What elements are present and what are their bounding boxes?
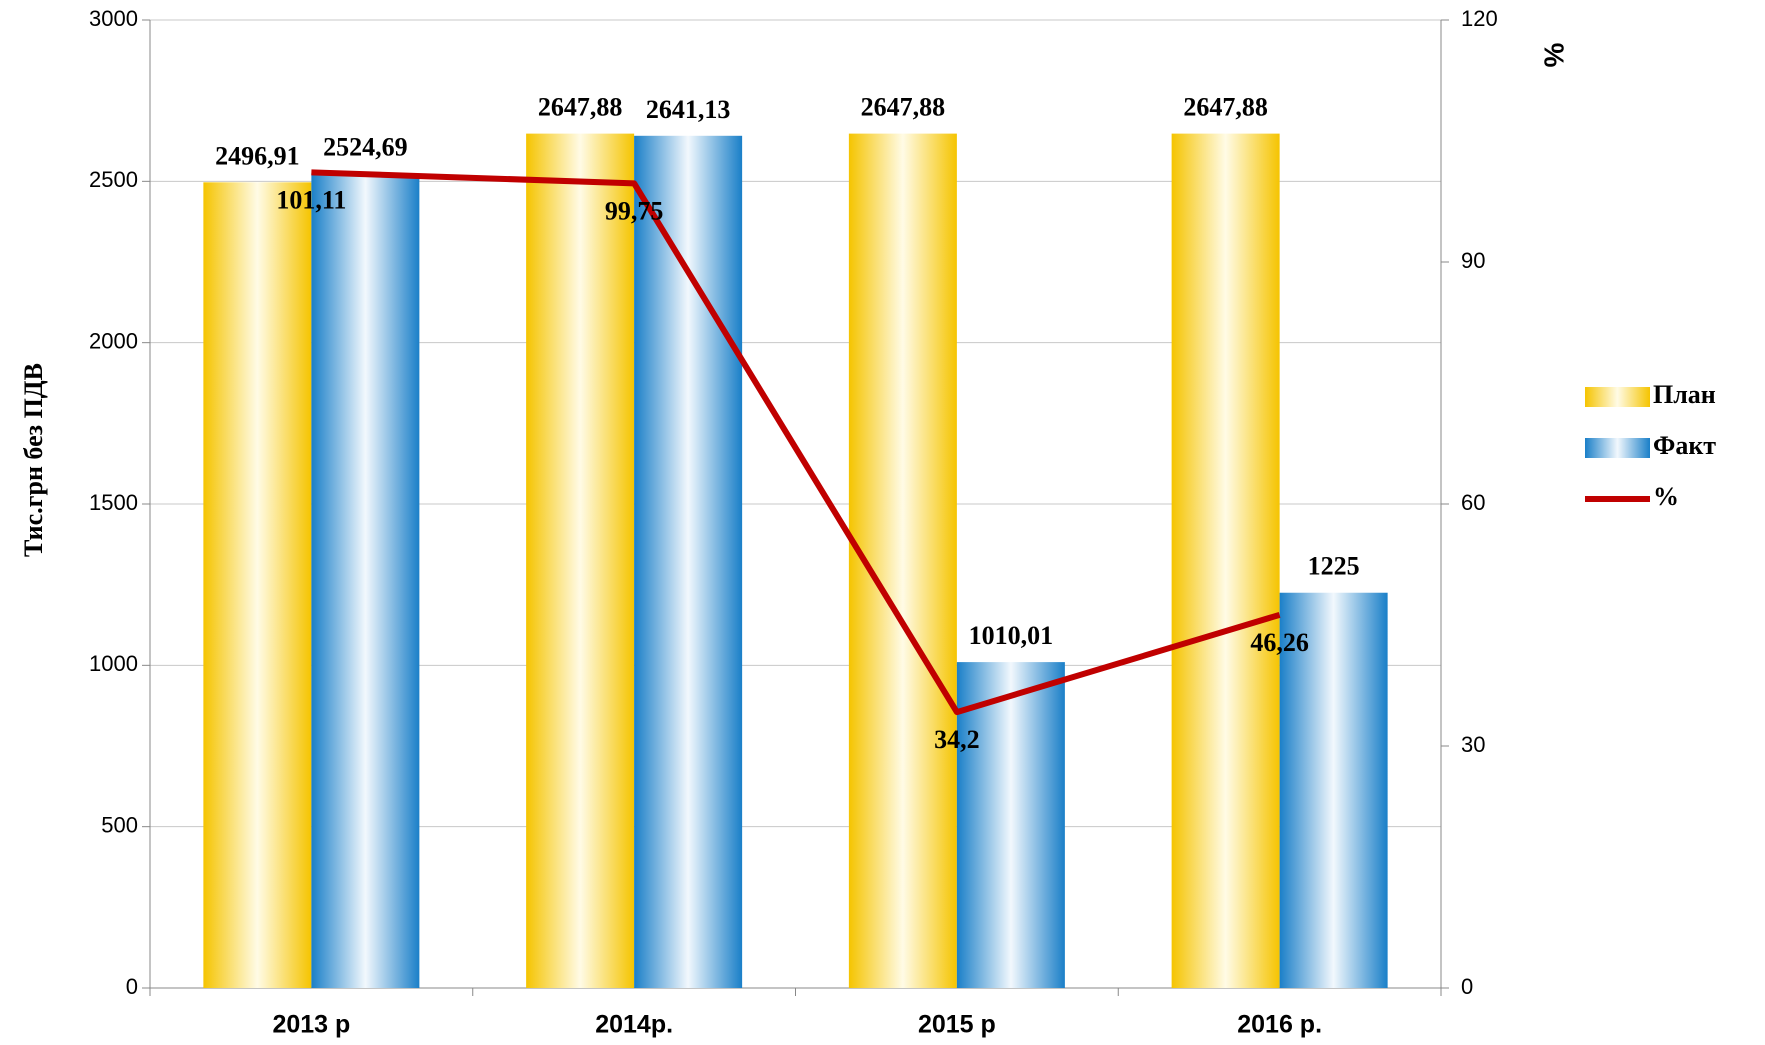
bar [634,136,742,988]
chart: Тис.грн без ПДВ % 0 500 1000 1500 2000 2500 30… [0,0,1765,1045]
data-label: 2641,13 [646,95,731,124]
y2-tick-label: 30 [1461,732,1485,757]
bar [1172,134,1280,988]
line-label: 101,11 [276,185,346,214]
legend-label: % [1653,482,1679,511]
y-axis-title: Тис.грн без ПДВ [19,363,48,557]
y2-tick-label: 90 [1461,248,1485,273]
y-tick-label: 1000 [89,651,138,676]
bar [526,134,634,988]
line-label: 99,75 [605,196,664,225]
legend-label: План [1653,380,1716,409]
data-label: 2647,88 [1183,93,1268,122]
x-tick-label: 2016 р. [1237,1011,1322,1039]
bar [203,182,311,988]
data-label: 2524,69 [323,132,408,161]
data-label: 1010,01 [969,621,1054,650]
legend-swatch [1585,387,1650,407]
bar [311,173,419,988]
x-tick-label: 2014р. [595,1011,673,1039]
y-tick-label: 1500 [89,490,138,515]
x-tick-label: 2013 р [272,1011,350,1039]
y2-axis-title: % [1538,42,1569,67]
legend-label: Факт [1653,431,1716,460]
y-tick-label: 500 [101,812,138,837]
line-label: 46,26 [1250,628,1309,657]
data-label: 2647,88 [538,93,623,122]
line [311,172,1279,712]
y2-tick-label: 0 [1461,974,1473,999]
y-tick-label: 2500 [89,167,138,192]
y2-tick-label: 120 [1461,6,1498,31]
legend-swatch [1585,438,1650,458]
data-label: 2647,88 [861,93,946,122]
bar [957,662,1065,988]
x-tick-label: 2015 р [918,1011,996,1039]
line-label: 34,2 [934,725,980,754]
data-label: 2496,91 [215,141,300,170]
y-tick-label: 2000 [89,328,138,353]
y-tick-label: 0 [126,974,138,999]
y2-tick-label: 60 [1461,490,1485,515]
y-tick-label: 3000 [89,6,138,31]
data-label: 1225 [1308,552,1360,581]
